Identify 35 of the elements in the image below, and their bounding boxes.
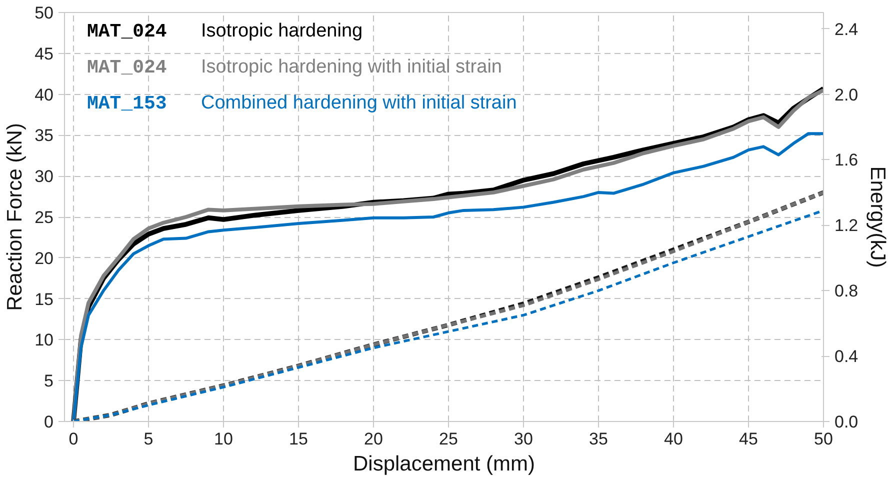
x-tick-label: 30 [514, 430, 533, 448]
y2-tick-label: 1.2 [834, 216, 858, 236]
x-tick-label: 20 [364, 430, 383, 448]
text: MAT_153 Combined hardening with initial strain [87, 92, 517, 115]
x-tick-label: 50 [814, 430, 833, 448]
x-tick-label: 0 [68, 430, 78, 448]
y-tick-label: 40 [34, 85, 54, 104]
y-tick-label: 5 [44, 372, 54, 391]
y2-tick-label: 2.4 [834, 20, 858, 39]
y-tick-label: 30 [34, 167, 54, 186]
x-tick-label: 35 [589, 430, 608, 448]
y-tick-label: 35 [34, 126, 54, 146]
x-axis-title: Displacement (mm) [352, 452, 536, 476]
y2-tick-label: 0.8 [834, 282, 858, 301]
x-tick-label: 40 [664, 430, 683, 448]
x-tick-label: 15 [289, 430, 308, 448]
y-tick-label: 20 [34, 248, 54, 268]
y2-tick-label: 1.6 [834, 150, 858, 170]
y-tick-label: 15 [34, 290, 54, 309]
y2-tick-label: 2.0 [834, 85, 858, 104]
y2-tick-label: 0.0 [834, 412, 858, 432]
y2-axis-title: Energy(kJ) [866, 166, 890, 268]
y-tick-label: 0 [44, 412, 54, 432]
x-tick-label: 45 [739, 430, 758, 448]
y-tick-label: 10 [34, 330, 54, 350]
y2-tick-label: 0.4 [834, 347, 858, 366]
text: MAT_024 Isotropic hardening [87, 20, 363, 43]
x-tick-label: 25 [439, 430, 458, 448]
x-tick-label: 5 [144, 430, 154, 448]
text: MAT_024 Isotropic hardening with initial strain [87, 56, 502, 79]
y-tick-label: 50 [34, 4, 54, 22]
y-tick-label: 45 [34, 44, 54, 64]
y-tick-label: 25 [34, 208, 54, 227]
y-axis-title: Reaction Force (kN) [4, 123, 27, 311]
x-tick-label: 10 [214, 430, 233, 448]
